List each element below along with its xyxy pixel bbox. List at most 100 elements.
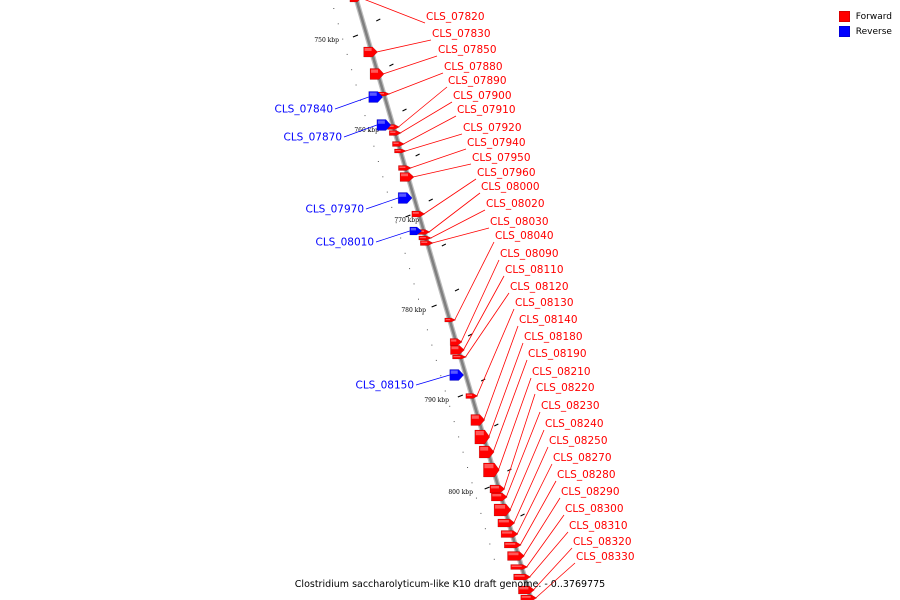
leader-line — [382, 55, 438, 75]
guide-dot — [404, 252, 406, 254]
gene-label-cls-08280: CLS_08280 — [557, 469, 616, 481]
forward-gene — [450, 345, 465, 355]
forward-gene — [376, 119, 392, 131]
guide-dot — [471, 482, 473, 484]
gene-label-cls-08140: CLS_08140 — [519, 314, 578, 326]
legend-item-reverse: Reverse — [838, 24, 892, 39]
gene-label-cls-08240: CLS_08240 — [545, 418, 604, 430]
gene-label-cls-07920: CLS_07920 — [463, 122, 522, 134]
leader-line — [505, 411, 541, 498]
gene-highlight — [471, 415, 479, 419]
leader-line — [488, 342, 524, 438]
leader-line — [375, 230, 410, 243]
forward-gene — [363, 46, 378, 58]
legend-item-forward: Forward — [838, 9, 892, 24]
forward-gene — [449, 338, 463, 346]
gene-label-cls-08220: CLS_08220 — [536, 382, 595, 394]
forward-gene — [474, 429, 491, 445]
forward-gene — [418, 235, 433, 241]
minor-tick — [507, 468, 512, 472]
forward-gene — [513, 573, 532, 581]
minor-tick — [402, 108, 407, 112]
forward-gene — [411, 210, 426, 218]
tick-label: 780 kbp — [401, 307, 426, 314]
guide-dot — [368, 130, 370, 132]
forward-gene — [483, 462, 500, 478]
forward-gene — [449, 369, 465, 381]
gene-highlight — [377, 120, 385, 124]
gene-label-cls-07840: CLS_07840 — [275, 104, 334, 116]
gene-highlight — [395, 150, 401, 152]
tick-mark — [431, 304, 437, 308]
forward-gene — [489, 484, 506, 494]
gene-highlight — [511, 565, 522, 567]
gene-highlight — [475, 431, 484, 436]
gene-label-cls-08020: CLS_08020 — [486, 198, 545, 210]
forward-gene — [497, 518, 516, 528]
gene-label-cls-08030: CLS_08030 — [490, 216, 549, 228]
tick-mark — [484, 486, 490, 490]
leader-line — [529, 531, 569, 578]
gene-highlight — [399, 193, 407, 197]
legend-label-reverse: Reverse — [855, 26, 892, 37]
guide-dot — [422, 314, 424, 315]
forward-gene — [392, 141, 405, 147]
legend: Forward Reverse — [838, 9, 892, 39]
minor-tick — [389, 63, 394, 67]
gene-label-cls-08190: CLS_08190 — [528, 348, 587, 360]
gene-highlight — [514, 575, 525, 577]
forward-gene — [491, 492, 508, 502]
guide-dot — [400, 237, 402, 239]
guide-dot — [337, 23, 339, 25]
label-leader-lines — [334, 0, 576, 599]
tick-label: 770 kbp — [394, 217, 419, 224]
gene-label-cls-08290: CLS_08290 — [561, 486, 620, 498]
gene-highlight — [451, 346, 459, 350]
minor-tick — [467, 333, 473, 337]
gene-label-cls-08310: CLS_08310 — [569, 520, 628, 532]
guide-dot — [409, 268, 411, 270]
guide-dot — [413, 283, 415, 285]
gene-label-cls-07960: CLS_07960 — [477, 167, 536, 179]
minor-tick — [428, 198, 433, 202]
gene-label-cls-08270: CLS_08270 — [553, 452, 612, 464]
leader-line — [519, 480, 557, 546]
gene-highlight — [492, 494, 502, 497]
gene-highlight — [399, 166, 406, 168]
tick-label: 750 kbp — [314, 37, 339, 44]
legend-label-forward: Forward — [855, 11, 892, 22]
tick-label: 800 kbp — [448, 489, 473, 496]
leader-line — [412, 163, 472, 178]
gene-labels: CLS_07820 CLS_07830 CLS_07850 CLS_07880 CLS_… — [275, 11, 635, 563]
leader-line — [428, 192, 481, 233]
forward-swatch — [838, 11, 850, 22]
gene-highlight — [412, 212, 419, 214]
gene-highlight — [505, 543, 516, 545]
gene-highlight — [453, 356, 461, 358]
gene-highlight — [498, 520, 509, 523]
forward-gene — [368, 91, 384, 103]
guide-dot — [395, 222, 397, 224]
forward-gene — [420, 240, 434, 246]
guide-dot — [462, 451, 464, 453]
reverse-swatch — [838, 26, 850, 37]
leader-line — [463, 275, 505, 351]
gene-label-cls-08130: CLS_08130 — [515, 297, 574, 309]
guide-dot — [453, 421, 455, 423]
forward-gene — [504, 541, 522, 549]
guide-dot — [382, 176, 384, 178]
forward-gene — [398, 165, 412, 171]
gene-highlight — [495, 505, 506, 509]
gene-label-cls-08150: CLS_08150 — [356, 380, 415, 392]
gene-highlight — [451, 339, 457, 342]
leader-line — [476, 308, 515, 397]
gene-label-cls-07830: CLS_07830 — [432, 28, 491, 40]
forward-gene — [394, 148, 408, 154]
gene-label-cls-07900: CLS_07900 — [453, 90, 512, 102]
forward-gene — [444, 317, 457, 323]
gene-highlight — [445, 319, 451, 321]
guide-dot — [386, 191, 388, 193]
leader-line — [492, 359, 528, 453]
guide-dot — [364, 115, 366, 117]
leader-line — [526, 514, 565, 568]
